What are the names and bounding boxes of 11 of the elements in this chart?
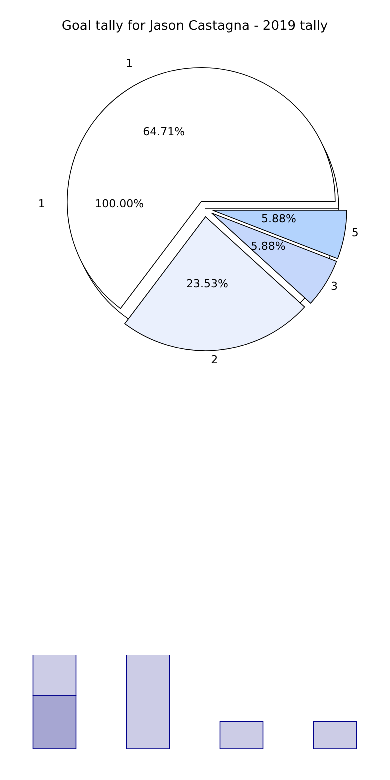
data-label: 5.88%	[262, 212, 297, 226]
slice-label: 1	[38, 198, 46, 210]
chart-title: Goal tally for Jason Castagna - 2019 tally	[62, 19, 328, 34]
data-label: 5.88%	[250, 240, 286, 253]
slice-label: 2	[211, 354, 218, 367]
data-label: 64.71%	[143, 126, 186, 139]
slice-label: 3	[330, 280, 338, 294]
slice-label: 5	[352, 226, 359, 240]
data-label: 23.53%	[186, 278, 228, 291]
slice-label: 1	[126, 57, 133, 70]
data-label: 100.00%	[95, 198, 144, 210]
